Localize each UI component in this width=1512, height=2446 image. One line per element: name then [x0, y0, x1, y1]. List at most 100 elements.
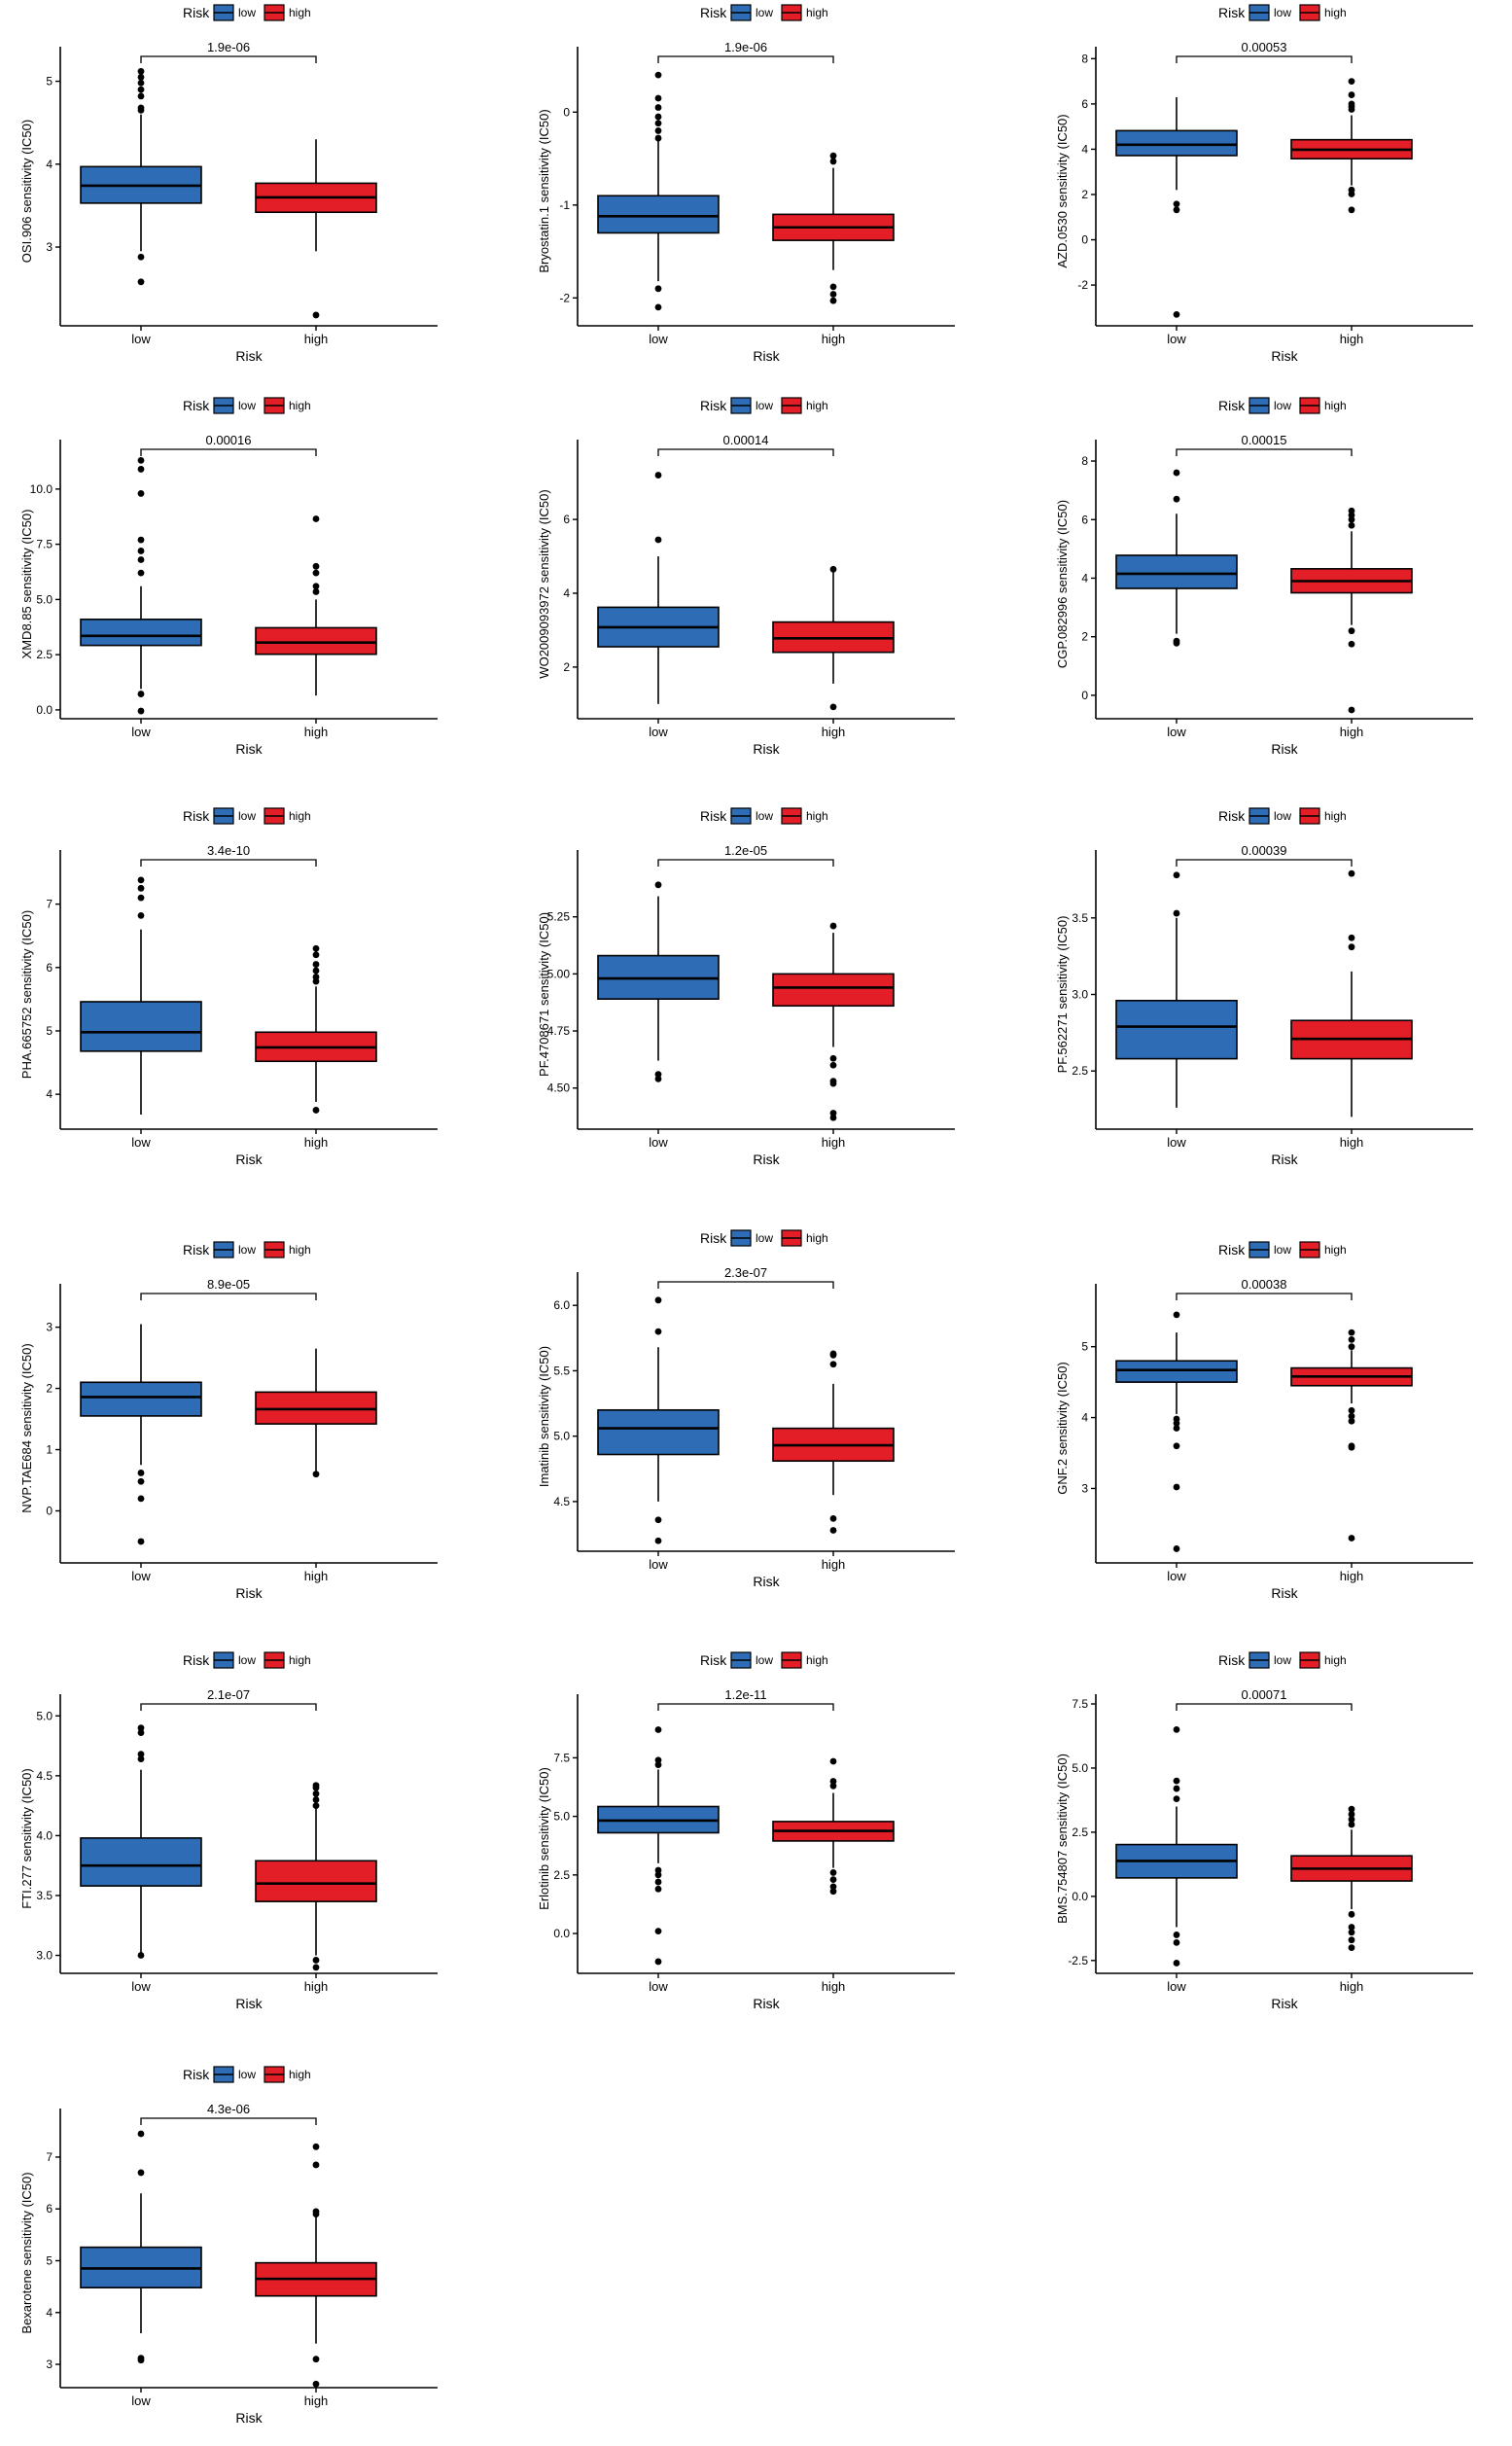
- legend-label-high: high: [289, 399, 311, 412]
- p-value-label: 3.4e-10: [207, 843, 250, 858]
- y-tick-label: 1: [46, 1443, 53, 1457]
- x-tick-label: high: [1340, 725, 1364, 739]
- x-tick-label: low: [1167, 1979, 1186, 1994]
- box-low: [80, 1724, 202, 1959]
- legend-label-high: high: [806, 809, 828, 823]
- x-tick-label: high: [304, 725, 329, 739]
- outlier-point: [137, 490, 145, 497]
- y-tick-label: 4.0: [36, 1828, 53, 1842]
- outlier-point: [312, 961, 320, 968]
- legend-key-low: low: [730, 1229, 773, 1247]
- legend: Risk low high: [1218, 4, 1347, 21]
- outlier-point: [1348, 1417, 1355, 1425]
- outlier-point: [312, 588, 320, 595]
- outlier-point: [137, 548, 145, 554]
- y-tick-label: 0.0: [553, 1927, 570, 1940]
- y-tick-label: 6: [46, 2202, 53, 2216]
- y-tick-label: 0.0: [1072, 1890, 1088, 1903]
- outlier-point: [829, 1054, 837, 1062]
- outlier-point: [137, 67, 145, 75]
- legend-label-low: low: [1274, 1653, 1291, 1667]
- outlier-point: [1348, 1811, 1355, 1818]
- outlier-point: [829, 152, 837, 160]
- y-tick-label: 4: [46, 2306, 53, 2320]
- outlier-point: [137, 73, 145, 81]
- legend-title: Risk: [183, 5, 210, 20]
- outlier-point: [1173, 1442, 1180, 1450]
- significance-bracket: 4.3e-06: [140, 2102, 317, 2125]
- outlier-point: [137, 569, 145, 577]
- outlier-point: [829, 1061, 837, 1069]
- legend-label-high: high: [806, 6, 828, 19]
- outlier-point: [137, 876, 145, 884]
- legend: Risk low high: [183, 1651, 311, 1669]
- outlier-point: [1173, 206, 1180, 214]
- y-tick-label: 5.0: [36, 1709, 53, 1722]
- boxplot-chart: Risk low high 0.00071 -2.5 0.0 2.5 5.0 7.5 BMS.75…: [1055, 1651, 1473, 2011]
- x-tick-label: low: [131, 1979, 151, 1994]
- outlier-point: [654, 71, 662, 79]
- outlier-point: [829, 1757, 837, 1765]
- legend-label-low: low: [756, 1653, 773, 1667]
- outlier-point: [1348, 191, 1355, 197]
- outlier-point: [829, 1514, 837, 1522]
- y-tick-label: 6: [1081, 97, 1088, 111]
- outlier-point: [312, 311, 320, 319]
- x-tick-label: high: [822, 1979, 846, 1994]
- outlier-point: [137, 278, 145, 286]
- box-high: [1290, 507, 1413, 714]
- legend-key-low: low: [1248, 1651, 1291, 1669]
- p-value-label: 0.00016: [206, 433, 252, 447]
- x-tick-label: low: [1167, 332, 1186, 346]
- outlier-point: [312, 2380, 320, 2388]
- x-tick-label: low: [649, 1135, 668, 1150]
- y-axis-title: FTI.277 sensitivity (IC50): [19, 1768, 34, 1909]
- y-tick-label: 5: [46, 1024, 53, 1038]
- legend-key-high: high: [781, 807, 828, 825]
- outlier-point: [654, 1761, 662, 1769]
- outlier-point: [1173, 909, 1180, 917]
- legend-label-low: low: [1274, 1243, 1291, 1257]
- legend-title: Risk: [1218, 5, 1246, 20]
- x-tick-label: high: [822, 1135, 846, 1150]
- legend-key-low: low: [730, 1651, 773, 1669]
- boxplot-chart: Risk low high 0.00053 -2 0 2 4 6 8 AZD.0530 sensit…: [1055, 4, 1473, 364]
- box-high: [772, 152, 895, 304]
- box-low: [80, 876, 202, 1116]
- legend: Risk low high: [183, 807, 311, 825]
- x-tick-label: low: [131, 2393, 151, 2408]
- y-axis-title: Erlotinib sensitivity (IC50): [537, 1767, 551, 1910]
- box-low: [1115, 469, 1238, 647]
- legend-key-high: high: [264, 1241, 311, 1258]
- outlier-point: [654, 1296, 662, 1304]
- p-value-label: 2.1e-07: [207, 1687, 250, 1702]
- legend-label-low: low: [756, 1231, 773, 1245]
- outlier-point: [1173, 871, 1180, 879]
- y-tick-label: 10.0: [30, 482, 53, 496]
- y-tick-label: 2: [46, 1382, 53, 1396]
- y-tick-label: 2.5: [553, 1868, 570, 1882]
- outlier-point: [137, 1729, 145, 1736]
- y-axis-title: OSI.906 sensitivity (IC50): [19, 120, 34, 263]
- iqr-box: [597, 1408, 720, 1456]
- bracket-line: [657, 1703, 834, 1711]
- x-axis-title: Risk: [1271, 1152, 1298, 1167]
- legend: Risk low high: [1218, 397, 1347, 414]
- outlier-point: [312, 2143, 320, 2150]
- y-tick-label: 3.0: [36, 1949, 53, 1963]
- legend-key-low: low: [213, 1651, 256, 1669]
- legend-title: Risk: [183, 2067, 210, 2082]
- significance-bracket: 0.00015: [1176, 433, 1353, 456]
- y-tick-label: 5.0: [553, 1430, 570, 1443]
- boxplot-chart: Risk low high 0.00039 2.5 3.0 3.5PF.562271 sen…: [1055, 807, 1473, 1167]
- y-tick-label: 4: [46, 158, 53, 171]
- y-tick-label: 4: [1081, 142, 1088, 156]
- outlier-point: [829, 1869, 837, 1876]
- y-tick-label: 0: [1081, 689, 1088, 702]
- box-high: [1290, 78, 1413, 214]
- legend-title: Risk: [700, 1652, 727, 1668]
- outlier-point: [1348, 515, 1355, 523]
- x-tick-label: low: [1167, 1569, 1186, 1583]
- outlier-point: [312, 944, 320, 952]
- legend-key-high: high: [264, 807, 311, 825]
